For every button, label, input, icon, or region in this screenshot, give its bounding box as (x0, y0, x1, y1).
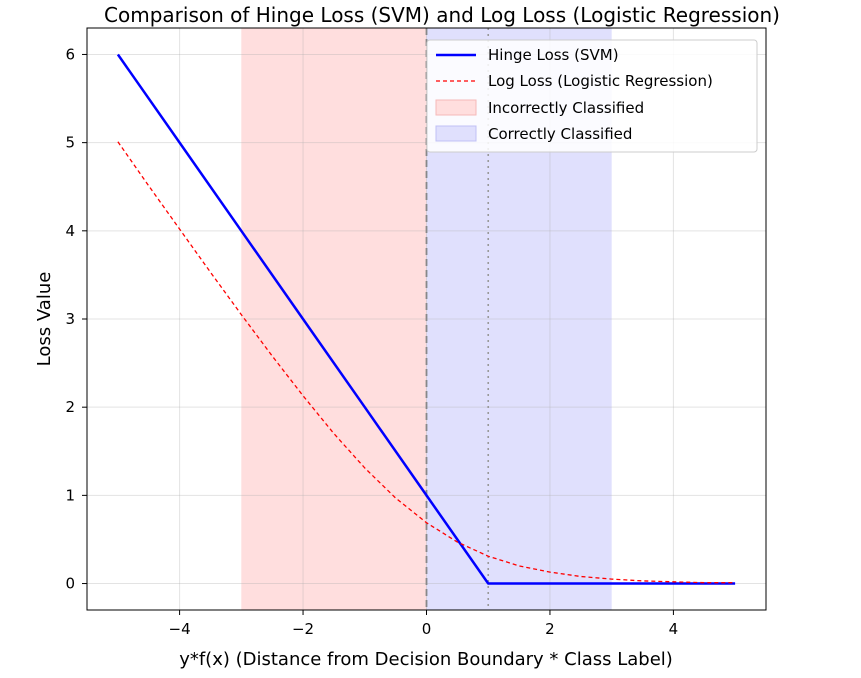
y-tick-label-4: 4 (65, 222, 75, 240)
legend-swatch-correct (435, 125, 477, 142)
y-axis-label: Loss Value (34, 272, 55, 367)
y-tick-label-5: 5 (65, 134, 75, 152)
chart-title: Comparison of Hinge Loss (SVM) and Log L… (104, 3, 780, 27)
region-0 (241, 28, 427, 610)
x-tick-label-1: −2 (292, 620, 314, 638)
legend: Hinge Loss (SVM) Log Loss (Logistic Regr… (426, 39, 758, 153)
x-tick-label-3: 2 (545, 620, 555, 638)
x-tick-label-0: −4 (169, 620, 191, 638)
y-axis-ticks: 0 1 2 3 4 5 6 (65, 45, 87, 593)
series-lines (116, 53, 736, 585)
y-tick-label-2: 2 (65, 398, 75, 416)
legend-label-hinge: Hinge Loss (SVM) (488, 46, 619, 64)
x-tick-label-2: 0 (422, 620, 432, 638)
y-tick-label-0: 0 (65, 575, 75, 593)
legend-label-correct: Correctly Classified (488, 125, 632, 143)
x-tick-label-4: 4 (669, 620, 679, 638)
y-tick-label-6: 6 (65, 45, 75, 63)
x-axis-ticks: −4 −2 0 2 4 (169, 610, 679, 638)
legend-label-incorrect: Incorrectly Classified (488, 99, 644, 117)
y-tick-label-3: 3 (65, 310, 75, 328)
legend-box (426, 39, 758, 153)
legend-label-log: Log Loss (Logistic Regression) (488, 72, 713, 90)
series-line-0 (116, 53, 736, 585)
y-tick-label-1: 1 (65, 486, 75, 504)
legend-swatch-incorrect (435, 99, 477, 116)
series-line-1 (117, 141, 736, 584)
x-axis-label: y*f(x) (Distance from Decision Boundary … (179, 649, 673, 670)
